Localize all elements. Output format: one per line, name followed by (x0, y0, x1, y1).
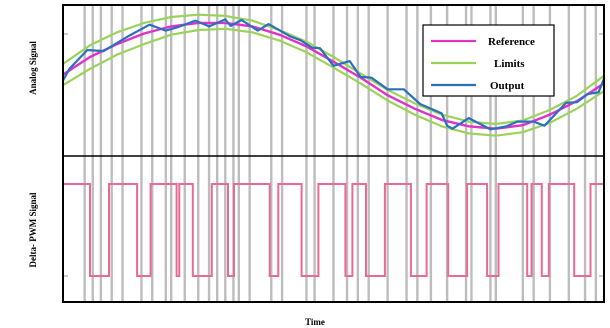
y-axis-label-analog: Analog Signal (28, 41, 38, 95)
bottom-panel-series (63, 183, 604, 277)
legend: Reference Limits Output (422, 24, 555, 97)
output-curve (63, 18, 604, 131)
reference-curve (63, 21, 604, 130)
legend-label-output: Output (490, 80, 525, 92)
legend-label-limits: Limits (494, 58, 525, 70)
top-panel-series (63, 13, 604, 137)
x-axis-label-time: Time (305, 317, 325, 327)
pwm-square-wave (63, 183, 604, 277)
lower-limit-curve (63, 27, 604, 137)
legend-label-reference: Reference (488, 36, 535, 48)
plot-frame (62, 4, 605, 303)
y-axis-label-pwm: Delta- PWM Signal (28, 192, 38, 267)
upper-limit-curve (63, 13, 604, 126)
